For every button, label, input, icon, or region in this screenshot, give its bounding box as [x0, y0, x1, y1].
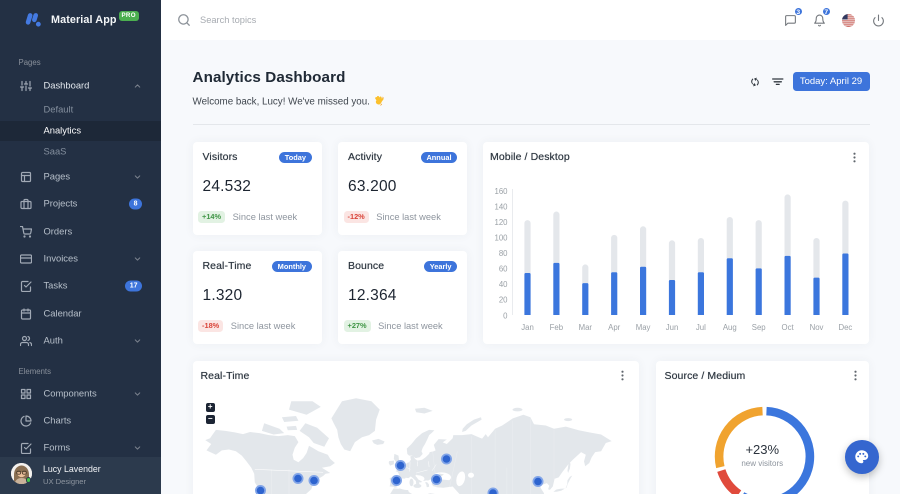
svg-text:Sep: Sep [752, 323, 767, 332]
svg-text:May: May [636, 323, 651, 332]
svg-text:Aug: Aug [723, 323, 737, 332]
svg-text:140: 140 [494, 202, 508, 211]
svg-text:80: 80 [499, 249, 508, 258]
svg-text:100: 100 [494, 233, 508, 242]
svg-text:160: 160 [494, 186, 508, 195]
svg-text:Mar: Mar [579, 323, 593, 332]
svg-text:Oct: Oct [782, 323, 795, 332]
svg-text:Feb: Feb [550, 323, 564, 332]
svg-text:Apr: Apr [608, 323, 621, 332]
svg-text:40: 40 [499, 280, 508, 289]
svg-text:Jan: Jan [521, 323, 534, 332]
svg-text:Nov: Nov [810, 323, 824, 332]
svg-text:20: 20 [499, 295, 508, 304]
svg-text:Dec: Dec [838, 323, 852, 332]
svg-text:0: 0 [503, 311, 508, 320]
svg-text:120: 120 [494, 217, 508, 226]
svg-text:60: 60 [499, 264, 508, 273]
svg-text:Jul: Jul [696, 323, 706, 332]
svg-text:Jun: Jun [666, 323, 679, 332]
